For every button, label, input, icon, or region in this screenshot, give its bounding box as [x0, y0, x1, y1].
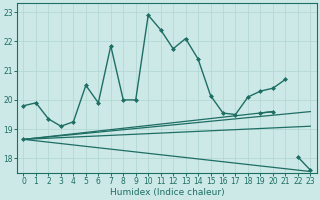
X-axis label: Humidex (Indice chaleur): Humidex (Indice chaleur): [109, 188, 224, 197]
